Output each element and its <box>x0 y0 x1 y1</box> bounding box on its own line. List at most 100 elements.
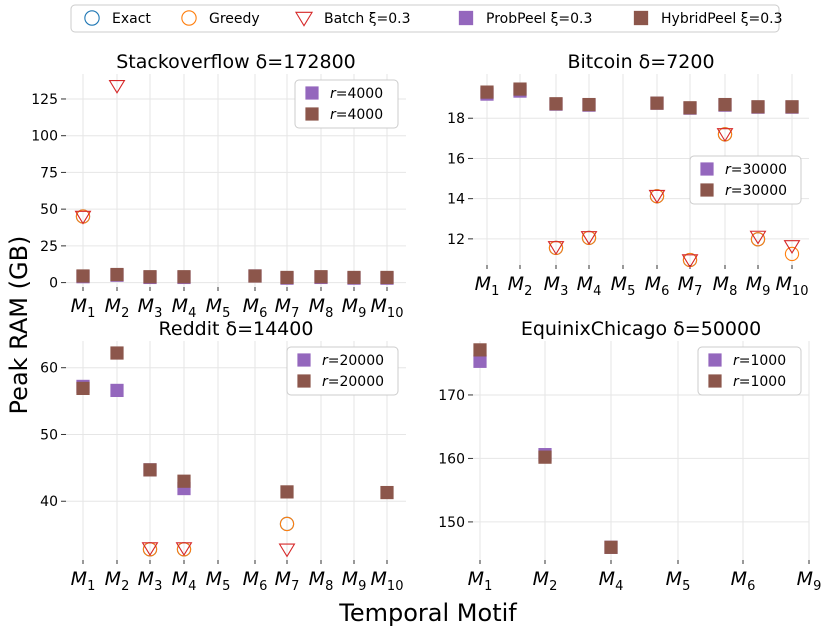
y-axis-label: Peak RAM (GB) <box>5 236 33 415</box>
point-hybridpeel <box>76 381 90 396</box>
x-tick-label: M1 <box>475 273 500 299</box>
point-hybridpeel <box>650 96 664 110</box>
y-tick-label: 0 <box>49 276 58 292</box>
panel-4: EquinixChicago δ=50000 150 160 170 M1 M2 M4 M5 M… <box>438 318 821 594</box>
point-hybridpeel <box>177 474 191 488</box>
x-tick-label: M1 <box>71 568 96 594</box>
point-hybridpeel <box>280 485 294 499</box>
y-tick-label: 14 <box>447 192 465 208</box>
x-tick-label: M7 <box>275 295 300 321</box>
point-hybridpeel <box>347 270 361 285</box>
inner-legend-frame <box>286 346 399 396</box>
y-tick-label: 25 <box>40 239 58 255</box>
point-hybridpeel <box>143 463 157 477</box>
point-hybridpeel <box>380 270 394 285</box>
inner-legend-label-probpeel: r=1000 <box>733 353 786 369</box>
legend-label-hybridpeel: HybridPeel ξ=0.3 <box>661 11 783 27</box>
x-tick-label: M3 <box>138 295 163 321</box>
x-tick-label: M9 <box>797 568 822 594</box>
y-tick-label: 125 <box>31 92 58 108</box>
panel-title: EquinixChicago δ=50000 <box>521 318 761 340</box>
point-hybridpeel <box>177 270 191 284</box>
point-hybridpeel <box>549 97 563 111</box>
inner-legend-marker-probpeel <box>700 162 714 176</box>
x-tick-label: M10 <box>371 568 404 594</box>
x-tick-label: M10 <box>776 273 809 299</box>
point-hybridpeel <box>604 540 618 554</box>
x-tick-label: M9 <box>342 295 367 321</box>
y-tick-label: 170 <box>438 388 465 404</box>
panel-title: Reddit δ=14400 <box>159 318 314 340</box>
inner-legend-marker-hybridpeel <box>297 374 311 388</box>
legend-label-exact: Exact <box>112 11 151 27</box>
panel-1: Stackoverflow δ=172800 0 25 50 75 100 125 M1 M2 M… <box>31 51 406 321</box>
point-batch <box>547 241 565 256</box>
inner-legend-marker-hybridpeel <box>708 374 722 388</box>
x-tick-label: M3 <box>544 273 569 299</box>
point-batch <box>749 230 767 245</box>
point-hybridpeel <box>718 97 732 112</box>
x-tick-label: M6 <box>645 273 670 299</box>
inner-legend-label-probpeel: r=20000 <box>322 353 384 369</box>
point-hybridpeel <box>473 343 487 357</box>
legend-marker-batch <box>294 11 314 27</box>
inner-legend-marker-hybridpeel <box>700 183 714 197</box>
point-hybridpeel <box>683 101 697 115</box>
inner-legend-frame <box>697 346 802 396</box>
point-hybridpeel <box>110 267 124 282</box>
figure-legend: Exact Greedy Batch ξ=0.3 ProbPeel ξ=0.3 Hybr… <box>70 4 783 33</box>
point-greedy <box>279 516 295 532</box>
y-tick-label: 16 <box>447 151 465 167</box>
point-hybridpeel <box>380 485 394 500</box>
x-tick-label: M4 <box>599 568 624 594</box>
inner-legend-frame <box>689 155 802 205</box>
legend-marker-exact <box>84 10 100 26</box>
legend-label-probpeel: ProbPeel ξ=0.3 <box>486 11 592 27</box>
y-tick-label: 160 <box>438 451 465 467</box>
point-batch <box>648 189 666 204</box>
point-greedy <box>784 246 800 262</box>
legend-label-batch: Batch ξ=0.3 <box>324 11 411 27</box>
x-tick-label: M8 <box>713 273 738 299</box>
x-tick-label: M1 <box>468 568 493 594</box>
panel-3: Reddit δ=14400 40 50 60 M1 M2 M3 M4 M5 M6 M7 M8 M9 M1… <box>40 318 406 594</box>
point-hybridpeel <box>480 85 494 99</box>
point-hybridpeel <box>314 270 328 284</box>
x-axis-label: Temporal Motif <box>338 599 517 627</box>
x-tick-label: M8 <box>309 295 334 321</box>
point-greedy <box>750 232 766 247</box>
point-hybridpeel <box>582 97 596 112</box>
x-tick-label: M7 <box>275 568 300 594</box>
y-tick-label: 150 <box>438 515 465 531</box>
y-tick-label: 12 <box>447 232 465 248</box>
x-tick-label: M5 <box>206 295 231 321</box>
inner-legend-label-probpeel: r=30000 <box>725 162 787 178</box>
point-probpeel <box>473 354 487 368</box>
y-tick-label: 50 <box>40 427 58 443</box>
x-tick-label: M4 <box>172 295 197 321</box>
x-tick-label: M4 <box>172 568 197 594</box>
inner-legend-label-hybridpeel: r=20000 <box>322 374 384 390</box>
point-batch <box>783 240 801 255</box>
inner-legend-marker-probpeel <box>708 353 722 367</box>
inner-legend-frame <box>294 79 399 129</box>
point-hybridpeel <box>513 82 527 96</box>
panels: Stackoverflow δ=172800 0 25 50 75 100 125 M1 M2 M… <box>31 51 821 594</box>
x-tick-label: M9 <box>342 568 367 594</box>
point-batch <box>108 79 126 94</box>
point-hybridpeel <box>785 100 799 114</box>
point-hybridpeel <box>538 450 552 464</box>
point-batch <box>141 542 159 557</box>
y-tick-label: 60 <box>40 361 58 377</box>
panel-title: Stackoverflow δ=172800 <box>116 51 356 73</box>
x-tick-label: M2 <box>533 568 558 594</box>
y-tick-label: 100 <box>31 129 58 145</box>
y-tick-label: 75 <box>40 165 58 181</box>
y-tick-label: 18 <box>447 111 465 127</box>
x-tick-label: M2 <box>105 295 130 321</box>
inner-legend-label-hybridpeel: r=30000 <box>725 183 787 199</box>
x-tick-label: M8 <box>309 568 334 594</box>
x-tick-label: M9 <box>746 273 771 299</box>
point-hybridpeel <box>280 270 294 285</box>
